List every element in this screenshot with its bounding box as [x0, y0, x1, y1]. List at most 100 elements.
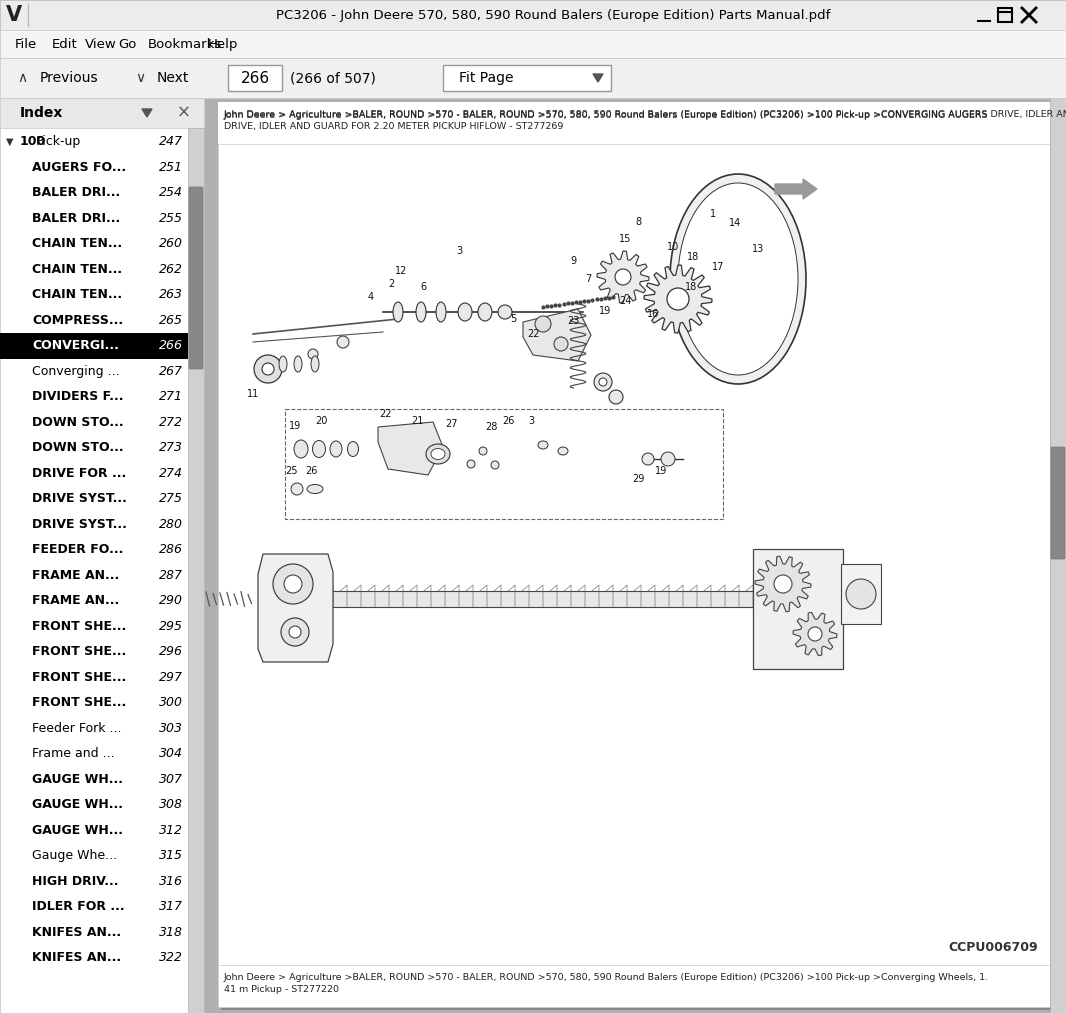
- Text: 15: 15: [618, 234, 631, 244]
- Circle shape: [661, 452, 675, 466]
- Ellipse shape: [279, 356, 287, 372]
- Text: 2: 2: [388, 279, 394, 289]
- Circle shape: [609, 390, 623, 404]
- Text: 23: 23: [567, 316, 579, 326]
- Text: 24: 24: [618, 296, 631, 306]
- Point: [555, 296, 572, 312]
- Ellipse shape: [558, 447, 568, 455]
- Text: 25: 25: [285, 466, 297, 476]
- Polygon shape: [644, 265, 712, 333]
- Ellipse shape: [478, 303, 492, 321]
- Circle shape: [273, 564, 313, 604]
- Text: DOWN STO...: DOWN STO...: [32, 442, 124, 454]
- Text: ∨: ∨: [135, 71, 145, 85]
- Text: 295: 295: [159, 620, 183, 633]
- Circle shape: [289, 626, 301, 638]
- Text: BALER DRI...: BALER DRI...: [32, 212, 120, 225]
- Circle shape: [254, 355, 282, 383]
- Text: ▼: ▼: [6, 137, 14, 147]
- Ellipse shape: [467, 460, 475, 468]
- Text: HIGH DRIV...: HIGH DRIV...: [32, 875, 118, 887]
- Point: [588, 292, 605, 308]
- Text: CONVERGI...: CONVERGI...: [32, 339, 119, 353]
- Text: 3: 3: [528, 416, 534, 426]
- Text: Edit: Edit: [52, 37, 78, 51]
- Text: GAUGE WH...: GAUGE WH...: [32, 798, 123, 811]
- Ellipse shape: [678, 183, 798, 375]
- Circle shape: [308, 349, 318, 359]
- Text: 266: 266: [159, 339, 183, 353]
- Text: 17: 17: [712, 262, 724, 272]
- Polygon shape: [378, 422, 443, 475]
- Point: [576, 293, 593, 309]
- Text: Previous: Previous: [41, 71, 99, 85]
- Text: 263: 263: [159, 289, 183, 301]
- Point: [600, 290, 617, 306]
- Text: 4: 4: [368, 292, 374, 302]
- Point: [571, 294, 588, 310]
- Text: 18: 18: [687, 252, 699, 262]
- Text: FRAME AN...: FRAME AN...: [32, 568, 119, 581]
- Bar: [228, 65, 282, 91]
- Point: [547, 297, 564, 313]
- Point: [604, 289, 621, 305]
- Text: 265: 265: [159, 314, 183, 327]
- Text: 266: 266: [241, 71, 270, 85]
- Bar: [998, 8, 1012, 22]
- Text: 11: 11: [247, 389, 259, 399]
- Circle shape: [594, 373, 612, 391]
- Text: DIVIDERS F...: DIVIDERS F...: [32, 390, 124, 403]
- Ellipse shape: [458, 303, 472, 321]
- Bar: [0, 98, 204, 128]
- FancyBboxPatch shape: [1051, 447, 1065, 559]
- Ellipse shape: [498, 305, 512, 319]
- Text: DOWN STO...: DOWN STO...: [32, 415, 124, 428]
- Ellipse shape: [330, 441, 342, 457]
- Text: CHAIN TEN...: CHAIN TEN...: [32, 237, 123, 250]
- Text: 287: 287: [159, 568, 183, 581]
- Text: 19: 19: [599, 306, 611, 316]
- Text: Bookmarks: Bookmarks: [148, 37, 222, 51]
- Point: [584, 292, 601, 308]
- Point: [580, 293, 597, 309]
- Bar: [219, 102, 1050, 1007]
- Text: AUGERS FO...: AUGERS FO...: [32, 161, 126, 174]
- Circle shape: [284, 575, 302, 593]
- Text: 21: 21: [410, 416, 423, 426]
- Ellipse shape: [312, 441, 325, 458]
- Point: [592, 291, 609, 307]
- Text: COMPRESS...: COMPRESS...: [32, 314, 124, 327]
- Text: DRIVE SYST...: DRIVE SYST...: [32, 492, 127, 505]
- Point: [567, 294, 584, 310]
- Text: Help: Help: [208, 37, 239, 51]
- Text: 254: 254: [159, 186, 183, 200]
- Polygon shape: [775, 179, 817, 199]
- Text: 28: 28: [485, 422, 497, 432]
- Bar: [0, 58, 1066, 98]
- Text: 304: 304: [159, 748, 183, 760]
- Text: 6: 6: [420, 282, 426, 292]
- Text: 13: 13: [752, 244, 764, 254]
- Bar: [0, 30, 1066, 58]
- Text: V: V: [6, 5, 22, 25]
- Text: 297: 297: [159, 671, 183, 684]
- Text: John Deere > Agriculture >BALER, ROUND >570 - BALER, ROUND >570, 580, 590 Round : John Deere > Agriculture >BALER, ROUND >…: [224, 110, 1066, 119]
- Ellipse shape: [307, 484, 323, 493]
- Text: 275: 275: [159, 492, 183, 505]
- Text: FRONT SHE...: FRONT SHE...: [32, 645, 126, 658]
- Ellipse shape: [393, 302, 403, 322]
- Circle shape: [554, 337, 568, 350]
- Ellipse shape: [436, 302, 446, 322]
- Text: 16: 16: [647, 309, 659, 319]
- Bar: [0, 98, 204, 1013]
- Text: PC3206 - John Deere 570, 580, 590 Round Balers (Europe Edition) Parts Manual.pdf: PC3206 - John Deere 570, 580, 590 Round …: [276, 8, 830, 21]
- Circle shape: [667, 288, 689, 310]
- Circle shape: [291, 483, 303, 495]
- Text: ∧: ∧: [17, 71, 27, 85]
- Text: DRIVE SYST...: DRIVE SYST...: [32, 518, 127, 531]
- Text: 27: 27: [445, 419, 457, 428]
- Polygon shape: [523, 309, 591, 361]
- Circle shape: [615, 269, 631, 285]
- Text: 22: 22: [379, 409, 392, 419]
- Text: 312: 312: [159, 824, 183, 837]
